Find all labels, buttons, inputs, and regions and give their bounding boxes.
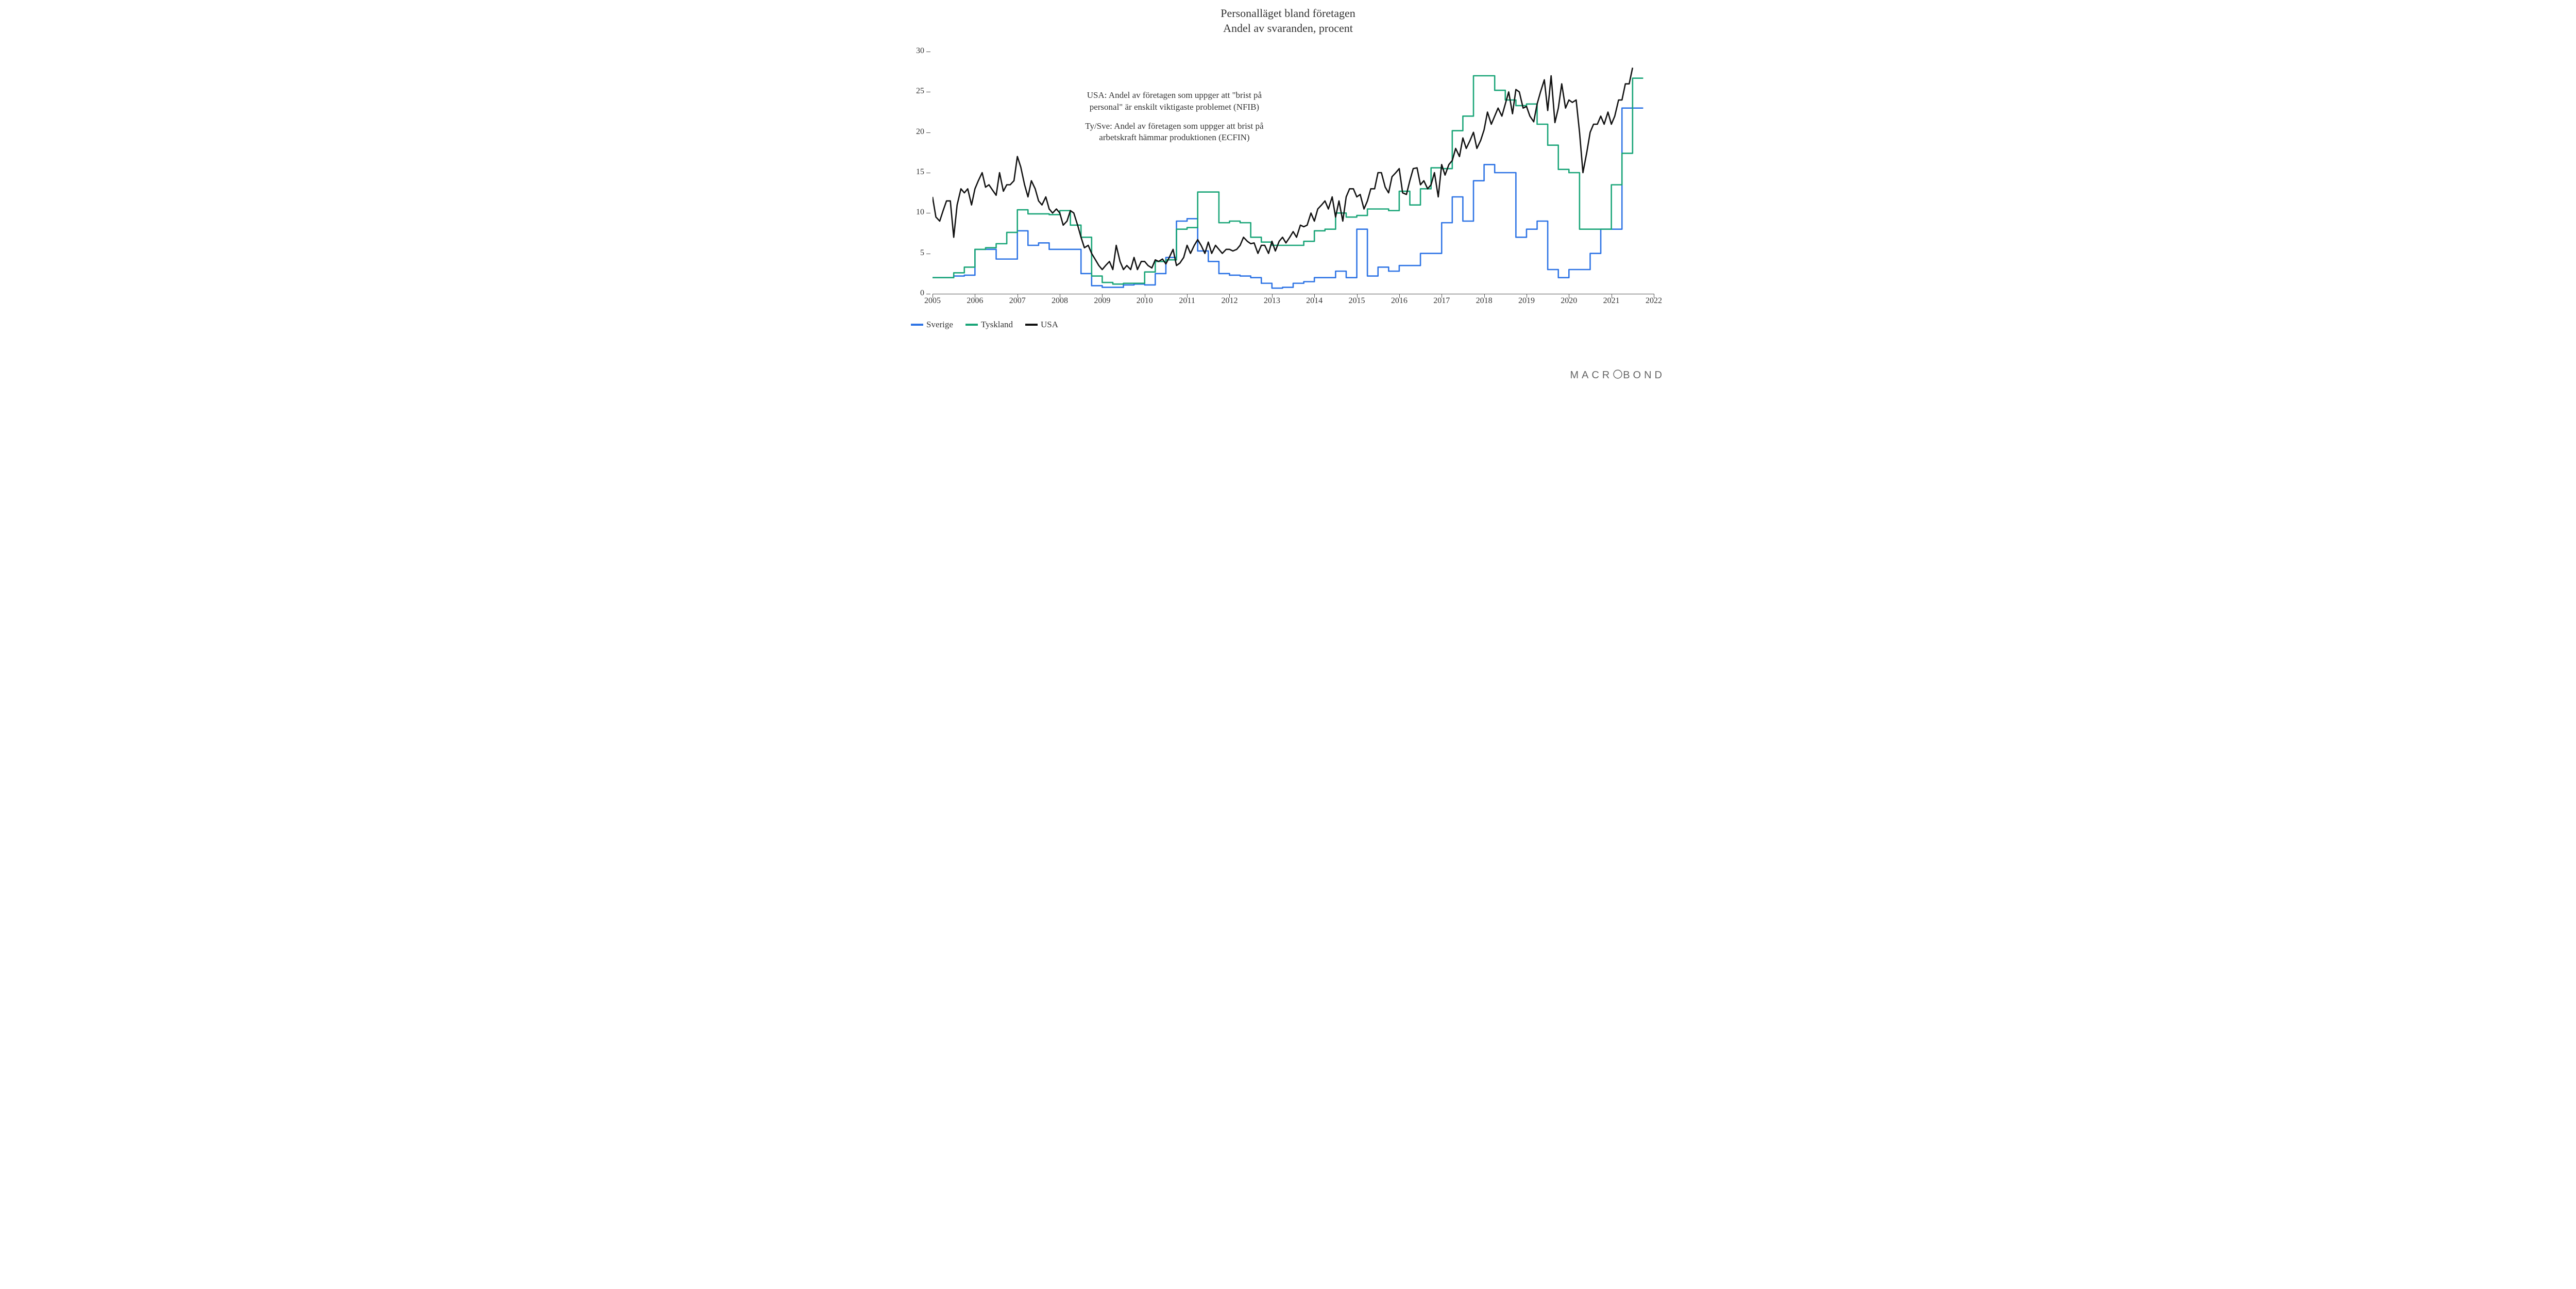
y-tick-label: 20 [902, 127, 924, 137]
chart-annotation: USA: Andel av företagen som uppger att "… [1045, 90, 1303, 113]
title-line-1: Personalläget bland företagen [1221, 7, 1355, 20]
x-tick-label: 2006 [967, 296, 983, 306]
y-tick-label: 15 [902, 168, 924, 177]
brand-logo: MACR BOND [1570, 369, 1665, 381]
legend-swatch [1025, 324, 1038, 326]
x-tick-label: 2009 [1094, 296, 1110, 306]
annotation-line2: arbetskraft hämmar produktionen (ECFIN) [1099, 132, 1249, 142]
x-tick-label: 2020 [1561, 296, 1577, 306]
x-tick-label: 2017 [1433, 296, 1450, 306]
x-tick-label: 2008 [1052, 296, 1068, 306]
x-tick-label: 2010 [1137, 296, 1153, 306]
legend-swatch [911, 324, 923, 326]
chart-container: Personalläget bland företagen Andel av s… [902, 0, 1674, 387]
x-tick-label: 2018 [1476, 296, 1493, 306]
legend-swatch [965, 324, 978, 326]
legend-item-usa: USA [1025, 320, 1058, 330]
legend-item-sverige: Sverige [911, 320, 953, 330]
x-tick-label: 2022 [1646, 296, 1662, 306]
x-tick-label: 2013 [1264, 296, 1280, 306]
legend-label: USA [1041, 320, 1058, 330]
legend-item-tyskland: Tyskland [965, 320, 1013, 330]
y-tick-mark [926, 132, 930, 133]
annotation-line1: USA: Andel av företagen som uppger att "… [1087, 90, 1262, 100]
title-line-2: Andel av svaranden, procent [1223, 22, 1353, 35]
chart-annotation: Ty/Sve: Andel av företagen som uppger at… [1045, 121, 1303, 144]
brand-left: MACR [1570, 370, 1613, 381]
x-tick-label: 2012 [1221, 296, 1238, 306]
x-tick-label: 2005 [924, 296, 941, 306]
chart-title: Personalläget bland företagen Andel av s… [902, 0, 1674, 36]
y-tick-label: 25 [902, 87, 924, 96]
legend-label: Tyskland [981, 320, 1013, 330]
annotation-line1: Ty/Sve: Andel av företagen som uppger at… [1085, 121, 1263, 131]
y-tick-label: 10 [902, 208, 924, 217]
y-tick-label: 5 [902, 248, 924, 258]
x-tick-label: 2019 [1518, 296, 1535, 306]
legend: Sverige Tyskland USA [911, 320, 1058, 330]
plot-area [933, 52, 1654, 294]
brand-circle-icon [1613, 369, 1623, 379]
legend-label: Sverige [926, 320, 953, 330]
x-tick-label: 2016 [1391, 296, 1408, 306]
annotation-line2: personal" är enskilt viktigaste probleme… [1090, 102, 1259, 112]
y-tick-label: 30 [902, 46, 924, 56]
x-tick-label: 2007 [1009, 296, 1026, 306]
brand-right: BOND [1623, 370, 1665, 381]
y-tick-label: 0 [902, 289, 924, 298]
x-tick-label: 2014 [1306, 296, 1323, 306]
x-tick-label: 2011 [1179, 296, 1195, 306]
x-tick-label: 2021 [1603, 296, 1620, 306]
x-tick-label: 2015 [1349, 296, 1365, 306]
